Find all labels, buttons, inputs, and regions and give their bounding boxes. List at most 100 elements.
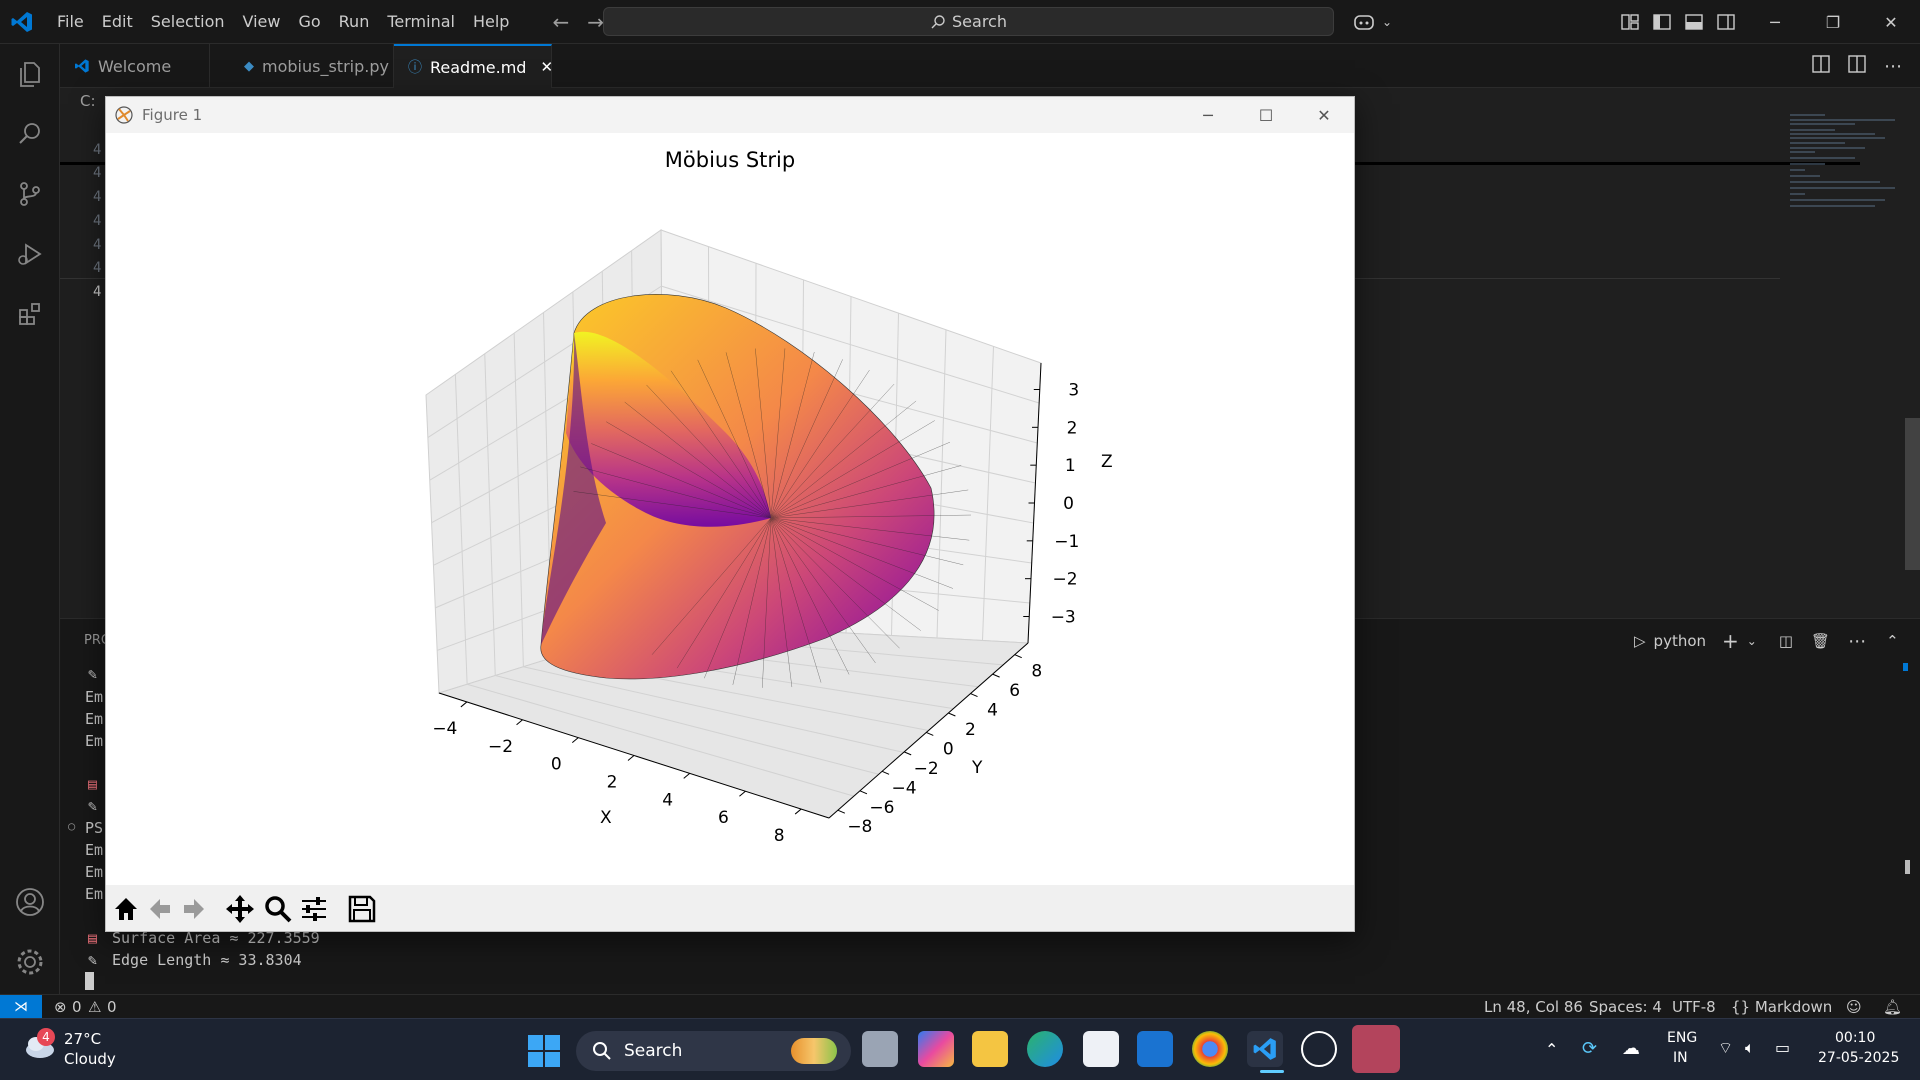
indentation[interactable]: Spaces: 4 — [1589, 998, 1662, 1016]
search-icon[interactable] — [12, 116, 48, 152]
menu-run[interactable]: Run — [338, 11, 370, 31]
panel-tab-problems[interactable]: PRO — [84, 633, 112, 648]
microsoft-store-icon[interactable] — [1083, 1031, 1119, 1067]
weather-temp[interactable]: 27°C — [64, 1030, 102, 1048]
task-view-icon[interactable] — [862, 1031, 898, 1067]
close-panel-icon[interactable]: ✕ — [1919, 632, 1920, 650]
errors-icon[interactable]: ⊗ — [54, 998, 67, 1016]
toggle-primary-sidebar-icon[interactable] — [1646, 0, 1678, 44]
editor-scrollbar-thumb[interactable] — [1905, 418, 1920, 570]
figure-title-bar[interactable]: Figure 1 ─ ☐ ✕ — [106, 97, 1354, 133]
more-actions-icon[interactable]: ⋯ — [1848, 630, 1867, 652]
close-tab-icon[interactable]: ✕ — [540, 58, 554, 76]
matplotlib-taskbar-icon[interactable] — [1352, 1025, 1400, 1073]
errors-count[interactable]: 0 — [72, 998, 82, 1016]
split-editor-icon[interactable] — [1848, 55, 1866, 77]
tab-mobius-strip-py[interactable]: ◆ mobius_strip.py — [210, 44, 394, 88]
copilot-app-icon[interactable] — [918, 1031, 954, 1067]
show-hidden-icons-chevron-icon[interactable]: ⌃ — [1545, 1040, 1559, 1059]
breadcrumb[interactable]: C: — [80, 92, 96, 110]
new-terminal-icon[interactable]: + — [1722, 629, 1739, 653]
wifi-icon[interactable]: ⌔ — [1718, 1038, 1734, 1057]
maximize-panel-icon[interactable]: ⌃ — [1886, 632, 1899, 650]
vscode-logo-icon — [11, 11, 32, 32]
home-icon[interactable] — [110, 893, 142, 925]
open-preview-icon[interactable] — [1812, 55, 1830, 77]
customize-layout-icon[interactable] — [1614, 0, 1646, 44]
taskbar-search-box[interactable]: Search — [576, 1031, 851, 1071]
toggle-panel-icon[interactable] — [1678, 0, 1710, 44]
github-icon[interactable] — [1301, 1031, 1337, 1067]
clock-date[interactable]: 27-05-2025 — [1818, 1050, 1900, 1066]
edge-browser-icon[interactable] — [1027, 1031, 1063, 1067]
chevron-down-icon[interactable]: ⌄ — [1746, 634, 1757, 648]
figure-close-icon[interactable]: ✕ — [1317, 105, 1331, 125]
battery-icon[interactable]: ▭ — [1775, 1038, 1791, 1057]
encoding[interactable]: UTF-8 — [1672, 998, 1716, 1016]
remote-indicator-icon[interactable]: ⋊ — [0, 995, 42, 1019]
extensions-icon[interactable] — [12, 296, 48, 332]
vscode-taskbar-icon[interactable] — [1247, 1031, 1283, 1067]
more-actions-icon[interactable]: ⋯ — [1884, 55, 1902, 77]
copilot-status-icon[interactable]: ☺ — [1846, 998, 1862, 1016]
zoom-magnifier-icon[interactable] — [262, 893, 294, 925]
configure-subplots-icon[interactable] — [298, 893, 330, 925]
account-icon[interactable] — [12, 884, 48, 920]
explorer-icon[interactable] — [12, 56, 48, 92]
menu-view[interactable]: View — [242, 11, 281, 31]
close-icon[interactable]: ✕ — [1884, 12, 1898, 32]
y-axis-line — [828, 642, 1029, 819]
windows-start-icon[interactable] — [528, 1035, 560, 1071]
forward-arrow-icon[interactable] — [178, 893, 210, 925]
minimap[interactable] — [1785, 110, 1905, 220]
restore-icon[interactable]: ❐ — [1825, 12, 1841, 32]
toggle-secondary-sidebar-icon[interactable] — [1710, 0, 1742, 44]
figure-maximize-icon[interactable]: ☐ — [1258, 105, 1274, 125]
notifications-bell-icon[interactable]: 🔔︎ — [1883, 998, 1903, 1016]
copilot-icon[interactable] — [1348, 0, 1380, 44]
onedrive-cloud-icon[interactable]: ☁ — [1622, 1038, 1640, 1059]
tab-readme-md[interactable]: ⓘ Readme.md ✕ — [394, 44, 554, 88]
copilot-menu[interactable]: ⌄ — [1348, 0, 1394, 44]
source-control-icon[interactable] — [12, 176, 48, 212]
language-top[interactable]: ENG — [1667, 1030, 1698, 1046]
figure-window[interactable]: Figure 1 ─ ☐ ✕ — [105, 96, 1355, 932]
pan-move-icon[interactable] — [224, 893, 256, 925]
menu-help[interactable]: Help — [472, 11, 510, 31]
run-debug-icon[interactable] — [12, 236, 48, 272]
y-tick-label: −4 — [892, 778, 917, 798]
settings-gear-icon[interactable] — [12, 944, 48, 980]
cursor-position[interactable]: Ln 48, Col 86 — [1484, 998, 1583, 1016]
volume-icon[interactable]: 🔈︎ — [1745, 1038, 1755, 1057]
back-arrow-icon[interactable]: ← — [552, 9, 570, 34]
warnings-icon[interactable]: ⚠ — [88, 998, 102, 1016]
x-tick-mark — [627, 755, 635, 761]
trash-icon[interactable]: 🗑 — [1811, 632, 1831, 650]
sync-icon[interactable]: ⟳ — [1582, 1038, 1598, 1059]
terminal-name[interactable]: python — [1653, 632, 1707, 650]
back-arrow-icon[interactable] — [144, 893, 176, 925]
save-figure-icon[interactable] — [346, 893, 378, 925]
command-search-box[interactable]: Search — [603, 7, 1334, 36]
menu-file[interactable]: File — [57, 11, 84, 31]
language-mode[interactable]: {} Markdown — [1731, 998, 1833, 1016]
tab-welcome[interactable]: Welcome — [60, 44, 210, 88]
split-terminal-icon[interactable]: ◫ — [1778, 632, 1794, 650]
menu-edit[interactable]: Edit — [101, 11, 133, 31]
chrome-icon[interactable] — [1192, 1031, 1228, 1067]
file-explorer-icon[interactable] — [972, 1031, 1008, 1067]
minimize-icon[interactable]: ─ — [1770, 12, 1780, 32]
outlook-icon[interactable] — [1137, 1031, 1173, 1067]
warnings-count[interactable]: 0 — [107, 998, 117, 1016]
language-bottom[interactable]: IN — [1673, 1050, 1688, 1066]
clock-time[interactable]: 00:10 — [1835, 1030, 1876, 1046]
weather-desc[interactable]: Cloudy — [64, 1050, 116, 1068]
menu-selection[interactable]: Selection — [150, 11, 225, 31]
figure-minimize-icon[interactable]: ─ — [1203, 105, 1213, 125]
chevron-down-icon[interactable]: ⌄ — [1381, 15, 1393, 29]
menu-terminal[interactable]: Terminal — [387, 11, 455, 31]
menu-go[interactable]: Go — [298, 11, 321, 31]
forward-arrow-icon[interactable]: → — [587, 9, 604, 34]
